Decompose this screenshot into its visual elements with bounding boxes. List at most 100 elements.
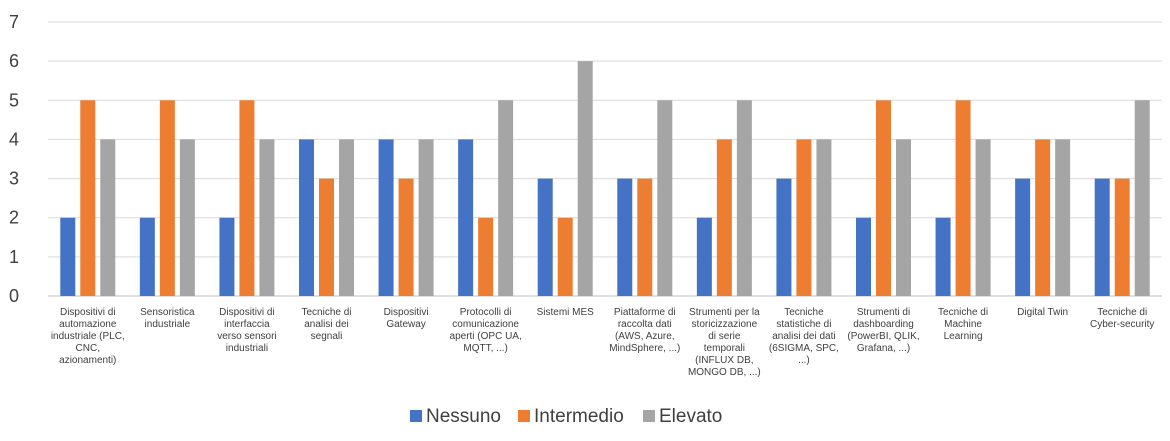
bar-nessuno-4 [378,139,394,296]
bar-intermedio-1 [159,100,175,297]
bar-intermedio-10 [876,100,891,297]
x-tick-label-line: Tecniche di [938,307,988,318]
x-tick-label-line: dashboarding [853,319,914,330]
x-tick-label-line: Digital Twin [1017,307,1068,318]
bar-elevato-4 [418,139,434,296]
bar-nessuno-9 [776,178,792,296]
x-tick-label-line: MQTT, ...) [463,343,507,354]
bar-elevato-5 [498,100,514,297]
bar-elevato-12 [1055,139,1071,296]
y-tick-label: 3 [9,169,19,189]
x-tick-label: Tecniche statistiche di analisi dei dati (6… [769,307,839,366]
x-tick-label-line: Strumenti per la [689,307,760,318]
bar-intermedio-8 [716,139,732,296]
x-tick-label-line: Machine [944,319,982,330]
x-tick-label-line: Piattaforme di [614,307,676,318]
x-tick-label-line: Learning [944,331,983,342]
bar-elevato-1 [179,139,195,296]
x-tick-label: Dispositivi Gateway [384,307,429,330]
y-tick-label: 1 [9,247,19,267]
x-tick-label: Dispositivi di automazione industriale (PL… [51,307,125,366]
bar-nessuno-13 [1094,178,1110,296]
bar-elevato-13 [1134,100,1150,297]
x-tick-label-line: azionamenti) [59,355,116,366]
legend-label-nessuno: Nessuno [426,406,501,427]
bar-intermedio-12 [1035,139,1051,296]
x-tick-label-line: Dispositivi di [60,307,116,318]
x-tick-label-line: analisi dei [304,319,348,330]
x-tick-label-line: Strumenti di [857,307,910,318]
x-tick-label: Strumenti per la storicizzazione di serie t… [688,307,761,378]
x-tick-label-line: (PowerBI, QLIK, [847,331,919,342]
x-tick-label: Sistemi MES [537,307,595,318]
x-tick-label-line: storicizzazione [692,319,758,330]
x-tick-label-line: Cyber-security [1090,319,1154,330]
x-tick-label-line: Protocolli di [460,307,512,318]
x-axis-ticks: Dispositivi di automazione industriale (PL… [51,307,1155,378]
bar-intermedio-6 [557,217,573,296]
y-tick-label: 0 [9,286,19,306]
x-tick-label-line: (AWS, Azure, [615,331,675,342]
x-tick-label-line: ...) [798,355,810,366]
x-tick-label-line: temporali [704,343,745,354]
x-tick-label-line: Gateway [386,319,425,330]
x-tick-label: Tecniche di Cyber-security [1090,307,1154,330]
x-tick-label-line: aperti (OPC UA, [450,331,522,342]
bar-intermedio-0 [80,100,96,297]
bar-intermedio-5 [478,217,494,296]
x-tick-label-line: (6SIGMA, SPC, [769,343,839,354]
y-axis-ticks: 0 1 2 3 4 5 6 7 [9,12,19,306]
x-tick-label-line: Tecniche di [1097,307,1147,318]
x-tick-label-line: raccolta dati [618,319,672,330]
bar-nessuno-7 [617,178,633,296]
x-tick-label-line: comunicazione [452,319,519,330]
bar-elevato-2 [259,139,275,296]
bar-intermedio-11 [955,100,971,297]
bar-nessuno-1 [139,217,155,296]
legend: Nessuno Intermedio Elevato [410,406,722,427]
x-tick-label: Tecniche di Machine Learning [938,307,988,342]
y-tick-label: 6 [9,51,19,71]
bar-intermedio-13 [1114,178,1130,296]
x-tick-label: Tecniche di analisi dei segnali [301,307,351,342]
bar-nessuno-10 [856,217,871,296]
y-tick-label: 2 [9,208,19,228]
bar-elevato-10 [896,139,911,296]
x-tick-label-line: Tecniche [784,307,824,318]
bar-intermedio-2 [239,100,255,297]
bar-nessuno-5 [458,139,474,296]
legend-swatch-nessuno [410,410,422,422]
bar-nessuno-3 [299,139,314,296]
bar-intermedio-7 [637,178,653,296]
bar-elevato-0 [100,139,116,296]
x-tick-label: Protocolli di comunicazione aperti (OPC UA… [450,307,522,354]
bar-nessuno-0 [60,217,76,296]
bars [60,61,1150,297]
legend-label-intermedio: Intermedio [534,406,624,427]
x-tick-label-line: Dispositivi [384,307,429,318]
bar-elevato-8 [736,100,752,297]
x-tick-label: Digital Twin [1017,307,1068,318]
x-tick-label-line: industriale (PLC, [51,331,125,342]
legend-label-elevato: Elevato [659,406,722,427]
x-tick-label-line: Dispositivi di [219,307,275,318]
x-tick-label-line: verso sensori [217,331,276,342]
x-tick-label: Sensoristica industriale [140,307,195,330]
x-tick-label-line: MONGO DB, ...) [688,367,761,378]
x-tick-label-line: automazione [59,319,117,330]
legend-swatch-intermedio [518,410,530,422]
y-tick-label: 4 [9,129,19,149]
x-tick-label-line: di serie [708,331,741,342]
x-tick-label-line: industriali [226,343,268,354]
bar-elevato-3 [339,139,354,296]
x-tick-label: Piattaforme di raccolta dati (AWS, Azure, M… [609,307,680,354]
x-tick-label-line: (INFLUX DB, [695,355,753,366]
x-tick-label-line: Sensoristica [140,307,195,318]
y-tick-label: 7 [9,12,19,32]
x-tick-label-line: analisi dei dati [772,331,835,342]
x-tick-label-line: Tecniche di [301,307,351,318]
bar-intermedio-3 [319,178,334,296]
x-tick-label-line: industriale [145,319,191,330]
bar-nessuno-8 [696,217,712,296]
